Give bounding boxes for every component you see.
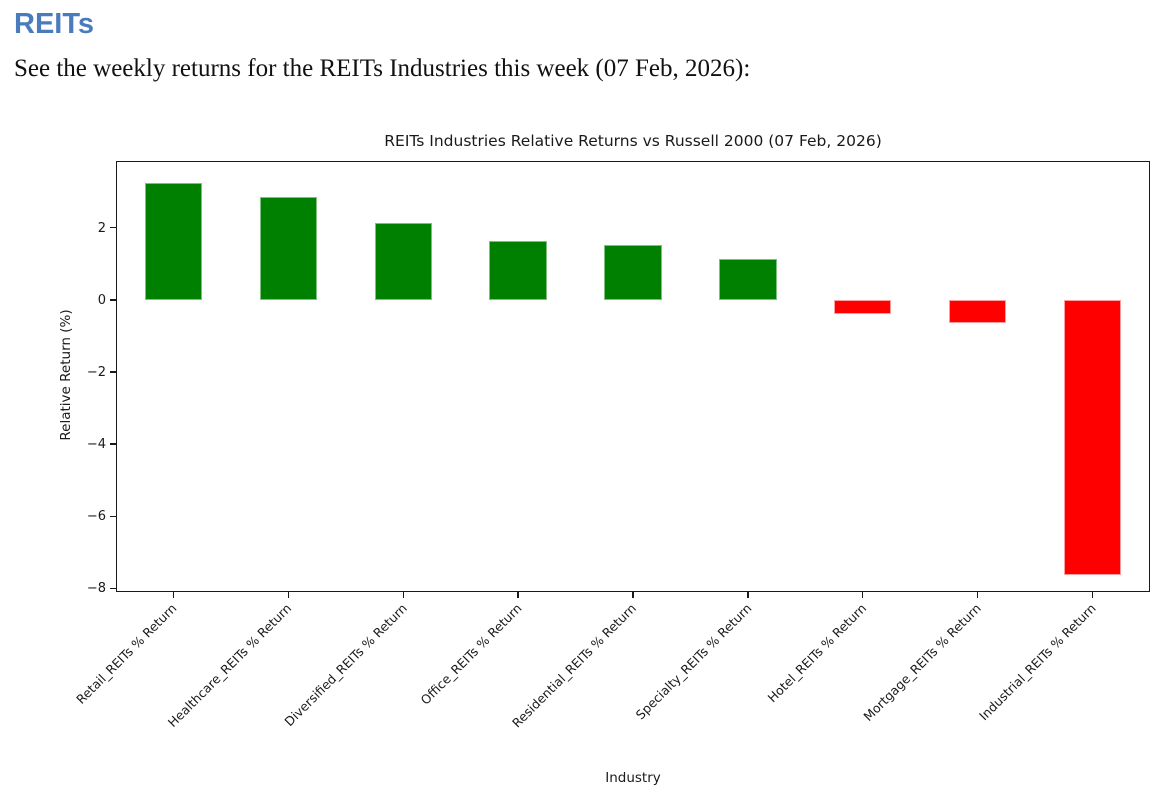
y-tick	[110, 443, 116, 445]
x-tick-label: Specialty_REITs % Return	[632, 600, 755, 723]
y-tick	[110, 299, 116, 301]
x-tick	[747, 592, 749, 598]
x-tick	[1091, 592, 1094, 598]
bar	[834, 299, 892, 314]
x-tick	[632, 592, 634, 598]
x-tick-label: Office_REITs % Return	[417, 600, 525, 708]
page-description: See the weekly returns for the REITs Ind…	[14, 55, 751, 82]
bar	[948, 299, 1007, 323]
x-tick-label: Retail_REITs % Return	[73, 600, 180, 707]
y-tick-label: 0	[97, 292, 106, 308]
x-tick-label: Hotel_REITs % Return	[764, 600, 869, 706]
x-tick	[862, 592, 864, 598]
y-tick	[110, 587, 116, 590]
bar	[489, 241, 547, 300]
x-tick-label: Residential_REITs % Return	[509, 600, 640, 731]
x-tick-label: Mortgage_REITs % Return	[860, 600, 984, 725]
bar	[144, 183, 203, 300]
y-tick-label: 2	[97, 220, 106, 236]
y-tick	[110, 227, 116, 229]
y-tick-label: −8	[86, 581, 106, 597]
x-tick	[517, 592, 519, 598]
y-tick-label: −4	[86, 437, 106, 453]
bar	[604, 244, 662, 300]
x-tick	[172, 592, 175, 598]
y-axis-label: Relative Return (%)	[58, 308, 74, 441]
y-tick	[110, 515, 116, 517]
y-tick-label: −6	[86, 509, 106, 525]
y-tick-label: −2	[86, 364, 106, 380]
y-tick	[110, 371, 116, 373]
x-tick	[976, 592, 979, 598]
bar	[374, 222, 432, 300]
x-axis-label: Industry	[605, 770, 661, 786]
x-tick	[287, 592, 290, 598]
bar	[1063, 299, 1122, 575]
x-tick-label: Diversified_REITs % Return	[280, 600, 410, 730]
x-tick-label: Healthcare_REITs % Return	[165, 600, 295, 731]
bar	[719, 258, 777, 300]
x-tick-label: Industrial_REITs % Return	[976, 600, 1099, 724]
x-tick	[402, 592, 404, 598]
bar	[259, 197, 318, 300]
chart-title: REITs Industries Relative Returns vs Rus…	[384, 132, 882, 150]
page-title: REITs	[14, 8, 95, 40]
